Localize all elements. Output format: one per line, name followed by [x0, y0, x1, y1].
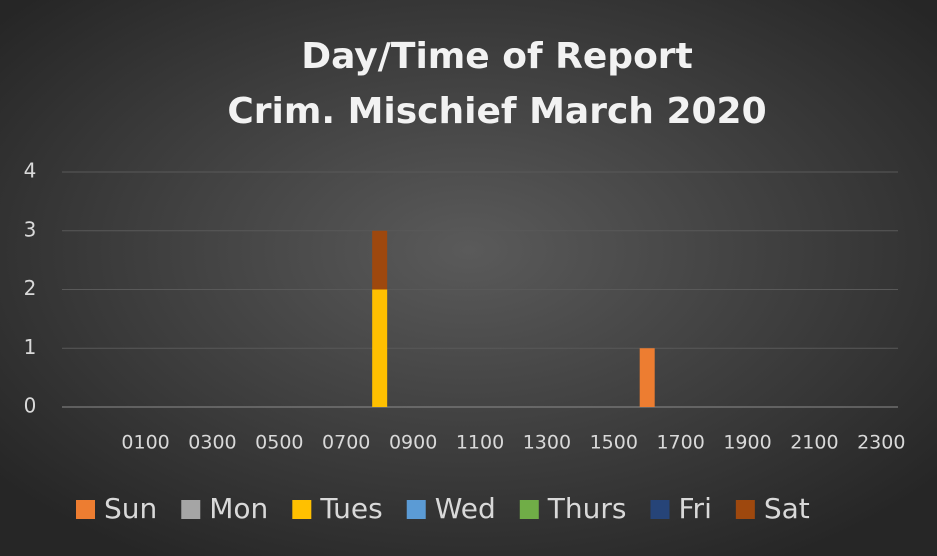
x-tick-label: 0500: [255, 432, 303, 454]
legend-swatch: [519, 500, 539, 519]
legend-label: Sat: [764, 492, 810, 525]
y-tick-label: 3: [24, 217, 37, 241]
y-tick-label: 2: [24, 276, 37, 300]
x-tick-label: 1700: [656, 432, 704, 454]
y-tick-label: 4: [24, 159, 37, 183]
y-tick-label: 0: [24, 394, 37, 418]
legend-swatch: [735, 500, 755, 519]
legend-label: Fri: [678, 492, 711, 525]
x-tick-label: 0100: [121, 432, 169, 454]
chart-title: Crim. Mischief March 2020: [227, 91, 766, 132]
legend-swatch: [406, 500, 426, 519]
x-tick-label: 0300: [188, 432, 236, 454]
x-tick-label: 0900: [389, 432, 437, 454]
legend-label: Wed: [435, 492, 496, 525]
x-tick-label: 1300: [523, 432, 571, 454]
legend-swatch: [181, 500, 201, 519]
x-tick-label: 1100: [456, 432, 504, 454]
x-tick-label: 2300: [857, 432, 905, 454]
legend-swatch: [650, 500, 670, 519]
legend-swatch: [292, 500, 312, 519]
x-tick-label: 2100: [790, 432, 838, 454]
legend-swatch: [76, 500, 95, 519]
bar: [372, 230, 388, 290]
bar: [639, 348, 655, 407]
x-tick-label: 1500: [590, 432, 638, 454]
legend-label: Sun: [104, 492, 157, 525]
bar: [372, 289, 388, 407]
x-tick-label: 1900: [723, 432, 771, 454]
legend-label: Mon: [209, 492, 268, 525]
y-tick-label: 1: [24, 335, 37, 359]
legend-label: Thurs: [547, 492, 627, 525]
x-tick-label: 0700: [322, 432, 370, 454]
chart-title: Day/Time of Report: [301, 36, 693, 77]
legend-label: Tues: [319, 492, 382, 525]
